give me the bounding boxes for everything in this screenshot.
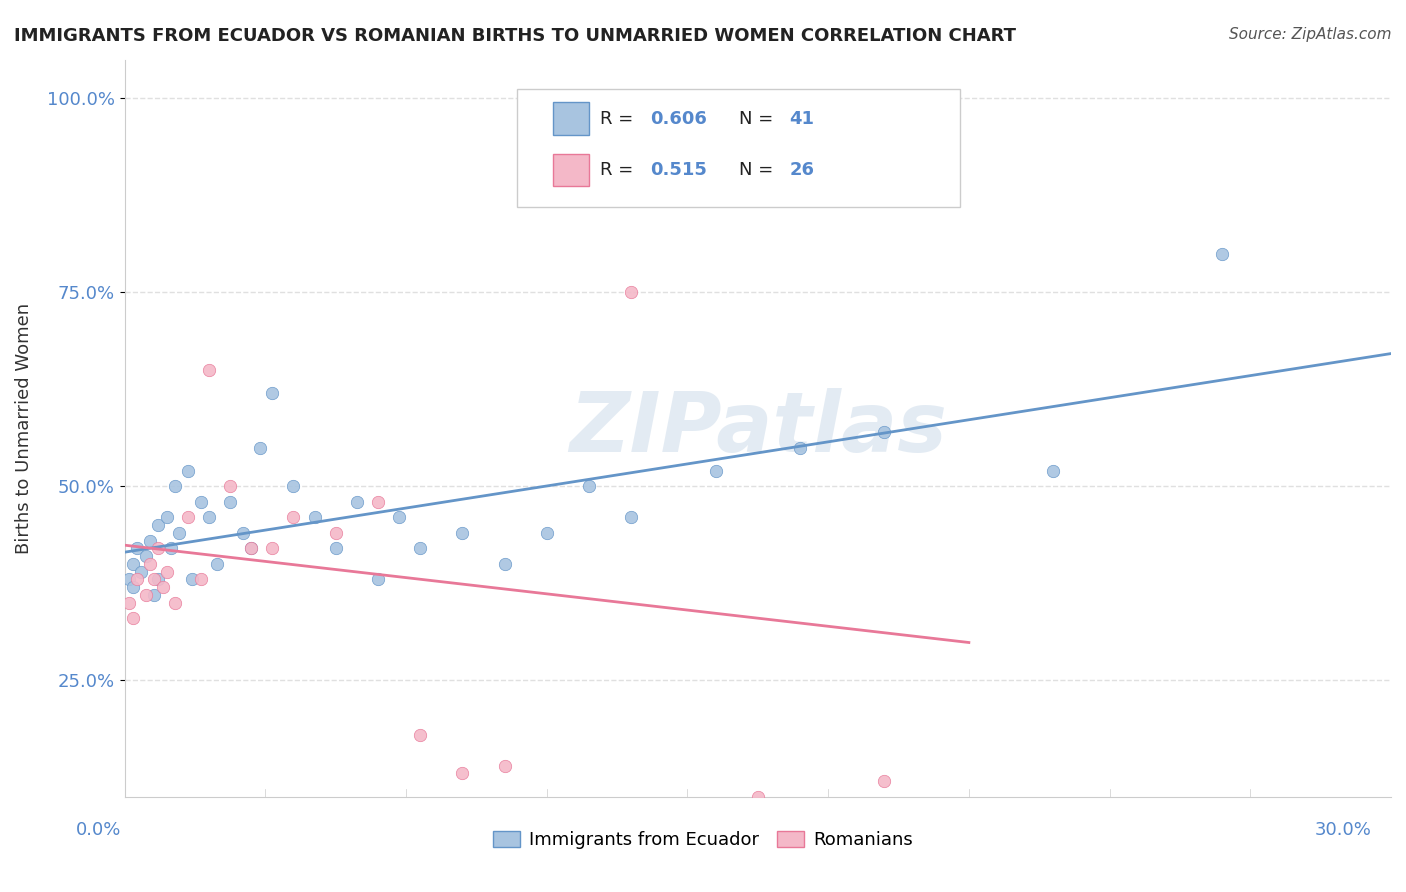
Point	[169, 525, 191, 540]
Point	[409, 541, 432, 556]
Point	[249, 441, 271, 455]
Point	[198, 363, 221, 377]
Point	[620, 510, 643, 524]
Point	[536, 525, 558, 540]
Text: N =: N =	[738, 161, 779, 179]
Point	[1042, 464, 1064, 478]
Point	[118, 573, 141, 587]
Point	[148, 541, 170, 556]
Legend: Immigrants from Ecuador, Romanians: Immigrants from Ecuador, Romanians	[485, 823, 921, 856]
Point	[240, 541, 263, 556]
Y-axis label: Births to Unmarried Women: Births to Unmarried Women	[15, 302, 32, 554]
Text: 0.515: 0.515	[650, 161, 707, 179]
Point	[122, 611, 145, 625]
Point	[873, 425, 896, 439]
Point	[388, 510, 411, 524]
Point	[122, 580, 145, 594]
Text: 0.0%: 0.0%	[76, 821, 121, 838]
Point	[451, 766, 474, 780]
Point	[704, 464, 727, 478]
Point	[367, 495, 389, 509]
FancyBboxPatch shape	[553, 103, 589, 135]
Point	[135, 588, 157, 602]
Point	[198, 510, 221, 524]
Text: 0.606: 0.606	[650, 110, 707, 128]
Point	[118, 596, 141, 610]
Text: ZIPatlas: ZIPatlas	[569, 388, 946, 468]
Point	[139, 533, 162, 548]
Text: R =: R =	[599, 110, 638, 128]
Point	[232, 525, 254, 540]
Point	[177, 464, 200, 478]
Point	[127, 541, 149, 556]
Point	[148, 518, 170, 533]
Point	[283, 479, 305, 493]
Point	[177, 510, 200, 524]
FancyBboxPatch shape	[553, 154, 589, 186]
Point	[873, 774, 896, 789]
Point	[143, 588, 166, 602]
Point	[325, 541, 347, 556]
Point	[143, 573, 166, 587]
Point	[131, 565, 153, 579]
Point	[494, 758, 516, 772]
Point	[789, 441, 811, 455]
Point	[160, 541, 183, 556]
Point	[346, 495, 368, 509]
Point	[620, 285, 643, 300]
Point	[578, 479, 600, 493]
Point	[156, 565, 179, 579]
Point	[152, 580, 174, 594]
Text: Source: ZipAtlas.com: Source: ZipAtlas.com	[1229, 27, 1392, 42]
Text: 26: 26	[789, 161, 814, 179]
Point	[219, 479, 242, 493]
Point	[262, 541, 284, 556]
Text: N =: N =	[738, 110, 779, 128]
Point	[240, 541, 263, 556]
Point	[747, 789, 769, 804]
Point	[494, 557, 516, 571]
Point	[156, 510, 179, 524]
Point	[262, 386, 284, 401]
Point	[190, 573, 212, 587]
Point	[190, 495, 212, 509]
Text: IMMIGRANTS FROM ECUADOR VS ROMANIAN BIRTHS TO UNMARRIED WOMEN CORRELATION CHART: IMMIGRANTS FROM ECUADOR VS ROMANIAN BIRT…	[14, 27, 1017, 45]
Point	[127, 573, 149, 587]
Point	[139, 557, 162, 571]
Point	[451, 525, 474, 540]
Point	[304, 510, 326, 524]
FancyBboxPatch shape	[517, 89, 960, 207]
Text: 41: 41	[789, 110, 814, 128]
Point	[219, 495, 242, 509]
Text: 30.0%: 30.0%	[1315, 821, 1371, 838]
Point	[409, 728, 432, 742]
Text: R =: R =	[599, 161, 638, 179]
Point	[122, 557, 145, 571]
Point	[148, 573, 170, 587]
Point	[207, 557, 229, 571]
Point	[283, 510, 305, 524]
Point	[165, 596, 187, 610]
Point	[536, 130, 558, 145]
Point	[367, 573, 389, 587]
Point	[1211, 246, 1233, 260]
Point	[325, 525, 347, 540]
Point	[181, 573, 204, 587]
Point	[165, 479, 187, 493]
Point	[135, 549, 157, 564]
